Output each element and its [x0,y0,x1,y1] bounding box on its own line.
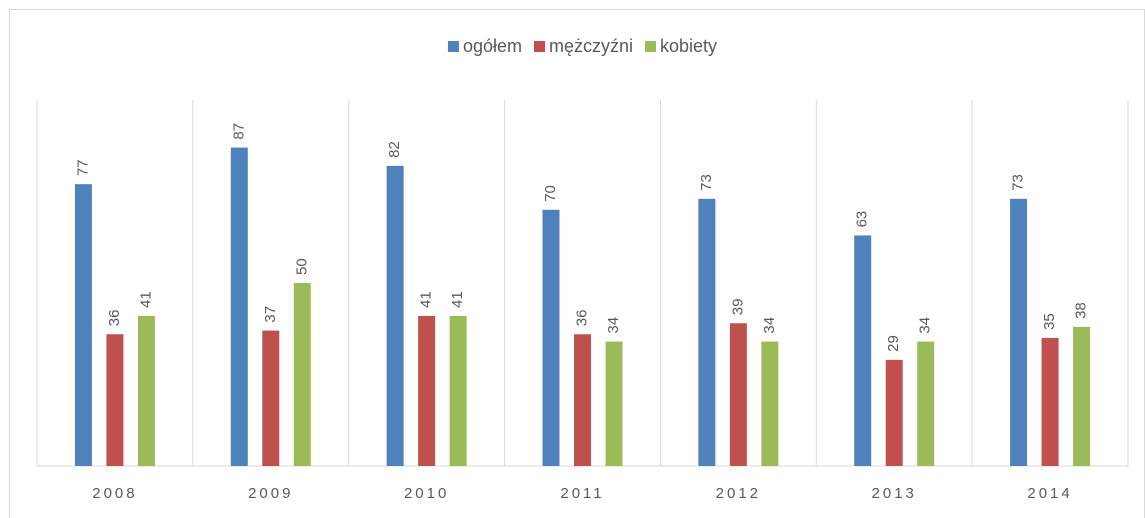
value-label: 29 [885,335,902,352]
value-label: 87 [230,123,247,140]
x-tick-label: 2014 [1027,485,1072,502]
bar [137,315,155,466]
value-label: 37 [262,306,279,323]
x-tick-label: 2008 [92,485,137,502]
value-label: 77 [74,159,91,176]
bar [574,334,591,466]
value-label: 73 [698,174,715,191]
legend-swatch [533,41,545,52]
legend-label: ogółem [463,36,522,56]
legend: ogółem mężczyźni kobiety [447,36,717,56]
value-label: 38 [1073,302,1090,319]
x-tick-label: 2009 [248,485,293,502]
bar [418,315,436,466]
bar [605,341,623,466]
x-tick-label: 2011 [560,485,604,502]
value-label: 34 [605,317,622,334]
bar [74,184,92,466]
value-label: 41 [449,291,466,308]
bar [106,334,124,466]
bar [449,315,467,466]
legend-swatch [447,41,459,52]
value-label: 35 [1041,313,1058,330]
bar [885,359,903,466]
value-label: 63 [854,211,871,228]
bar [293,283,311,466]
x-tick-label: 2012 [716,485,761,502]
value-label: 39 [729,299,746,316]
bar [262,330,280,466]
bar [230,147,248,466]
value-label: 70 [542,185,559,202]
bar [917,341,935,466]
value-label: 34 [917,317,934,334]
bar [729,323,747,466]
bar [1041,337,1059,466]
bar [542,209,560,467]
bar [854,235,872,466]
legend-label: kobiety [660,36,717,56]
value-label: 36 [106,310,123,327]
bar [761,341,779,466]
x-tick-label: 2013 [872,485,917,502]
value-label: 82 [386,141,403,158]
value-label: 36 [573,310,590,327]
value-label: 50 [293,258,310,275]
bar [698,198,716,466]
value-label: 41 [418,291,435,308]
bar [1073,326,1091,466]
bar [386,165,404,466]
x-tick-label: 2010 [404,485,449,502]
legend-label: mężczyźni [549,36,633,56]
bar [1010,198,1028,466]
value-label: 73 [1010,174,1027,191]
legend-swatch [645,41,657,52]
value-label: 34 [761,317,778,334]
value-label: 41 [137,291,154,308]
